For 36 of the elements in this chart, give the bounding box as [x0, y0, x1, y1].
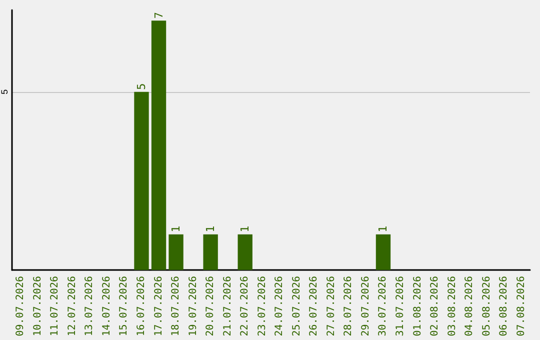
x-tick-label: 27.07.2026	[326, 276, 337, 336]
data-label: 1	[170, 226, 183, 232]
data-label: 1	[376, 226, 390, 232]
x-tick-label: 03.08.2026	[446, 276, 458, 336]
x-tick-label: 28.07.2026	[343, 276, 354, 336]
x-tick-label: 26.07.2026	[308, 276, 320, 336]
data-label: 5	[135, 83, 148, 90]
x-tick-label: 06.08.2026	[498, 276, 510, 336]
x-tick-label: 09.07.2026	[15, 276, 26, 336]
x-tick-label: 30.07.2026	[378, 276, 389, 336]
x-tick-label: 04.08.2026	[464, 276, 476, 336]
x-tick-label: 24.07.2026	[274, 276, 286, 336]
x-tick-label: 18.07.2026	[170, 276, 182, 336]
x-tick-label: 14.07.2026	[101, 276, 112, 336]
data-label: 7	[152, 12, 166, 19]
x-tick-label: 01.08.2026	[412, 276, 424, 336]
x-tick-label: 20.07.2026	[205, 276, 216, 336]
x-tick-label: 16.07.2026	[136, 276, 147, 336]
x-tick-label: 07.08.2026	[516, 276, 527, 336]
x-tick-label: 11.07.2026	[50, 276, 61, 336]
x-tick-label: 10.07.2026	[32, 276, 44, 336]
x-tick-label: 22.07.2026	[240, 276, 251, 336]
x-tick-label: 12.07.2026	[66, 276, 78, 336]
x-tick-label: 23.07.2026	[256, 276, 268, 336]
x-tick-label: 29.07.2026	[360, 276, 372, 336]
x-tick-label: 05.08.2026	[481, 276, 492, 336]
x-tick-label: 17.07.2026	[153, 276, 164, 336]
x-tick-label: 19.07.2026	[188, 276, 199, 336]
x-tick-label: 25.07.2026	[291, 276, 302, 336]
x-tick-label: 02.08.2026	[430, 276, 441, 336]
x-tick-label: 31.07.2026	[395, 276, 406, 336]
x-tick-label: 13.07.2026	[84, 276, 96, 336]
x-tick-label: 15.07.2026	[118, 276, 130, 336]
data-label: 1	[238, 226, 252, 232]
data-label: 1	[204, 226, 218, 232]
x-tick-label: 21.07.2026	[222, 276, 234, 336]
